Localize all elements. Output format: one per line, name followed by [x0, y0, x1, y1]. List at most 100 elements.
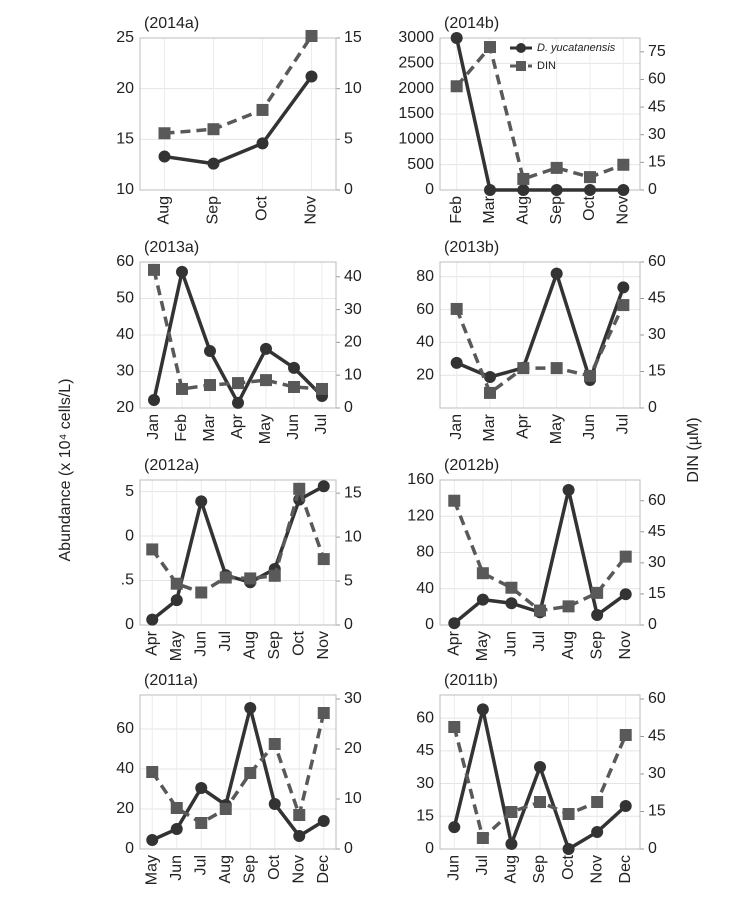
y2-tick-label: 75 [648, 43, 666, 60]
data-point [195, 495, 208, 508]
x-tick-label: Jan [448, 414, 465, 440]
y-tick-label: 0 [125, 840, 134, 857]
data-point [448, 494, 461, 507]
y2-tick-label: 10 [344, 80, 362, 97]
data-point [448, 721, 461, 733]
data-point [550, 161, 563, 174]
y2-tick-label: 0 [344, 616, 353, 633]
data-point [550, 184, 563, 196]
x-tick-label: Dec [315, 855, 332, 883]
data-point [219, 803, 232, 815]
data-point [170, 823, 183, 835]
data-point [619, 550, 632, 563]
x-tick-label: Oct [266, 854, 283, 879]
data-point [591, 586, 604, 599]
data-point [505, 581, 518, 594]
y-tick-label: 20 [416, 366, 434, 383]
y-tick-label: 20 [116, 800, 134, 817]
y-tick-label: 60 [416, 709, 434, 726]
data-point [450, 32, 463, 44]
x-tick-label: Nov [303, 196, 320, 224]
data-point [534, 796, 546, 808]
y2-tick-label: 20 [344, 740, 362, 757]
y2-tick-label: 0 [648, 616, 657, 633]
y-tick-label: 60 [416, 301, 434, 318]
data-point [550, 362, 563, 375]
data-point [316, 382, 328, 395]
y2-tick-label: 30 [648, 765, 666, 782]
plot-frame [139, 694, 337, 850]
data-point [317, 815, 330, 827]
y-tick-label: 0 [425, 840, 434, 857]
y-tick-label: 1000 [398, 131, 434, 148]
x-tick-label: Jul [531, 631, 548, 651]
y-tick-label: 160 [407, 471, 434, 488]
x-tick-label: Mar [201, 413, 218, 441]
x-tick-label: Jun [446, 855, 463, 881]
y2-tick-label: 0 [344, 399, 353, 416]
y-tick-label: 3000 [398, 29, 434, 46]
data-point [476, 703, 489, 716]
y-tick-label: 10 [116, 181, 134, 198]
data-point [176, 382, 188, 395]
legend-marker [516, 61, 526, 71]
plot-frame [439, 261, 641, 409]
y2-tick-label: 60 [648, 71, 666, 88]
data-point [517, 172, 530, 185]
x-tick-label: Mar [481, 195, 498, 223]
data-point [195, 586, 208, 599]
chart-title: (2013a) [144, 239, 199, 256]
x-tick-label: Aug [156, 196, 173, 224]
y-tick-label: 30 [116, 363, 134, 380]
data-point [256, 103, 269, 116]
data-point [476, 567, 489, 580]
data-point [293, 482, 306, 495]
y2-tick-label: 45 [648, 523, 666, 540]
x-tick-label: Aug [241, 631, 258, 659]
data-point [517, 184, 530, 196]
x-tick-label: Jun [503, 631, 520, 657]
x-tick-label: Jan [145, 414, 162, 440]
y2-tick-label: 10 [344, 528, 362, 545]
legend-label: D. yucatanensis [537, 42, 616, 54]
y-tick-label: 25 [116, 29, 134, 46]
y-tick-label: 30 [416, 775, 434, 792]
x-tick-label: Jul [192, 855, 209, 875]
series-line [455, 304, 625, 396]
y2-tick-label: 0 [648, 840, 657, 857]
y-tick-label: 2000 [398, 80, 434, 97]
data-point [170, 577, 183, 590]
y2-tick-label: 15 [648, 585, 666, 602]
data-point [591, 825, 604, 838]
data-point [505, 837, 518, 850]
data-point [204, 379, 216, 392]
series-line [164, 75, 313, 166]
data-point [146, 834, 159, 846]
data-point [195, 782, 208, 794]
data-point [317, 553, 330, 566]
x-tick-label: Sep [531, 855, 548, 884]
x-tick-label: Dec [617, 855, 634, 883]
y-tick-label: 80 [416, 268, 434, 285]
data-point [550, 267, 563, 280]
data-point [305, 70, 318, 83]
y-tick-label: 0 [125, 527, 134, 544]
data-point [256, 137, 269, 150]
x-tick-label: Nov [290, 855, 307, 883]
data-point [317, 707, 330, 719]
y2-tick-label: 60 [648, 492, 666, 509]
y2-tick-label: 5 [344, 131, 353, 148]
data-point [562, 808, 575, 820]
data-point [170, 802, 183, 814]
data-point [484, 184, 496, 196]
data-point [146, 543, 159, 556]
y2-tick-label: 0 [344, 181, 353, 198]
data-point [207, 157, 220, 170]
x-tick-label: Apr [229, 413, 246, 439]
data-point [232, 377, 244, 390]
data-point [584, 171, 596, 184]
y-tick-label: .5 [121, 572, 134, 589]
y2-tick-label: 30 [648, 126, 666, 143]
y2-tick-label: 5 [344, 572, 353, 589]
data-point [244, 572, 257, 585]
